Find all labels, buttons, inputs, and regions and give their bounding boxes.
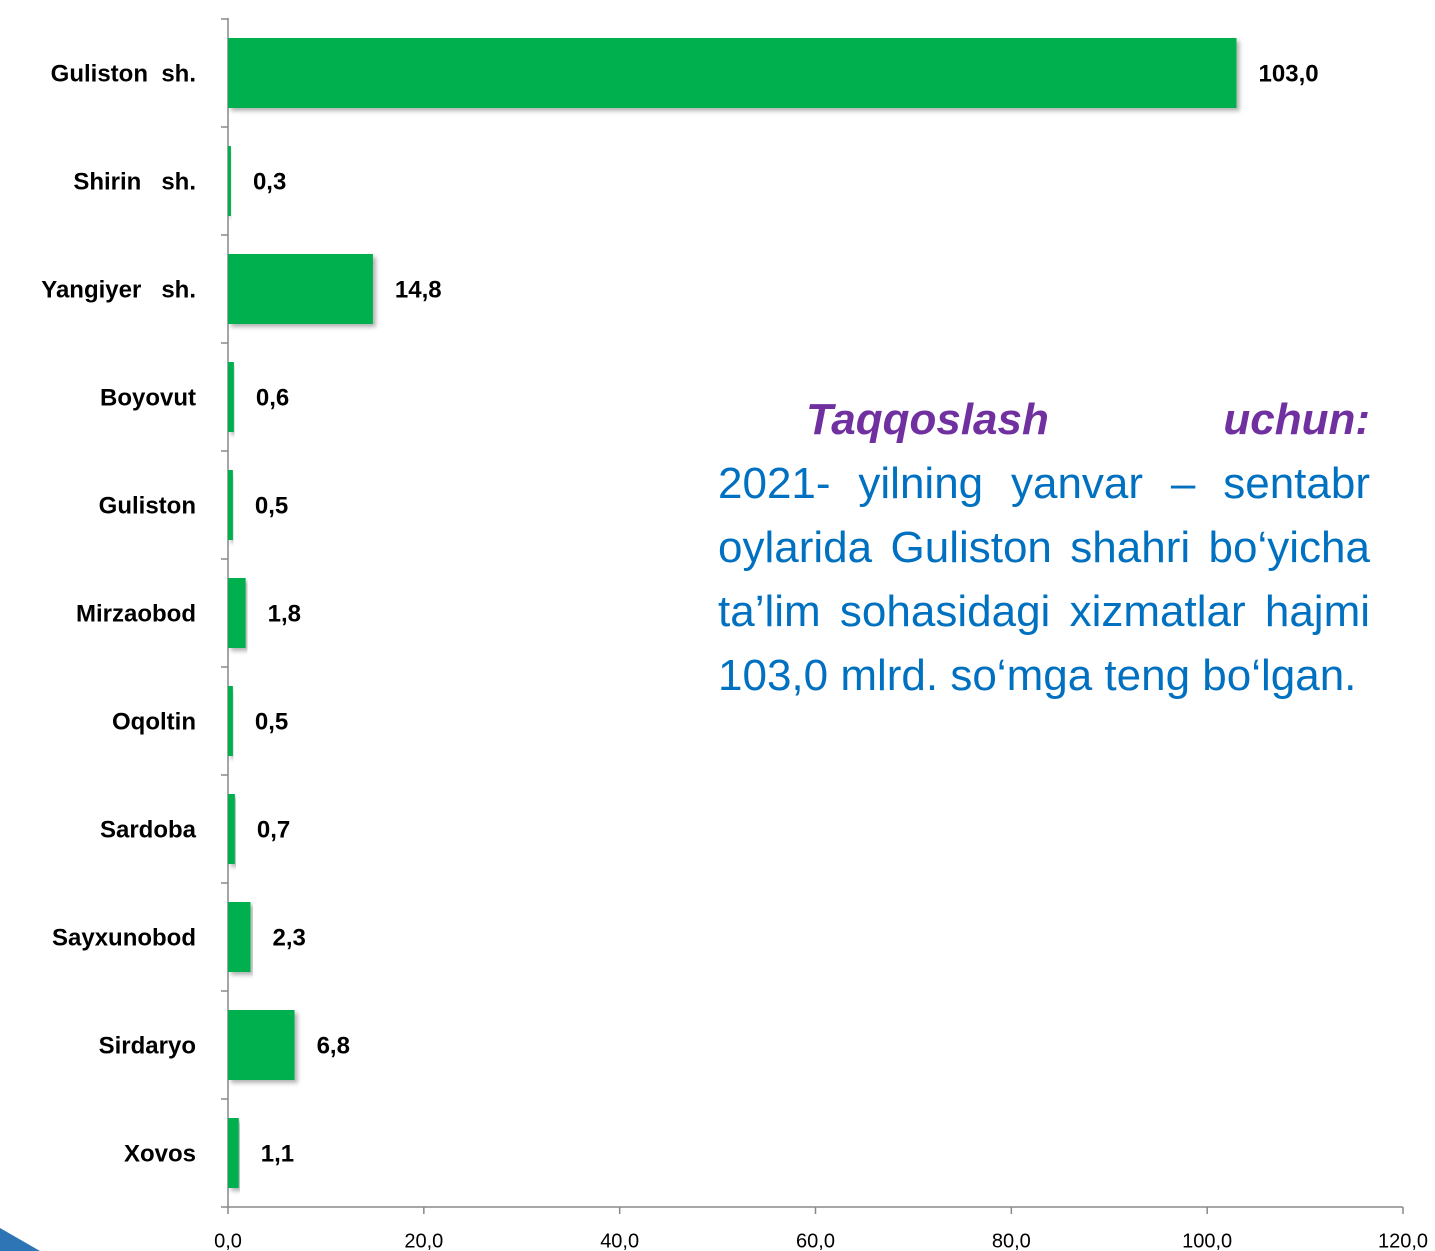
y-tick-label: Shirin sh. xyxy=(73,168,196,195)
annotation-title: Taqqoslash uchun: xyxy=(806,395,1370,444)
bar xyxy=(228,1010,295,1080)
annotation-text: 2021- yilning yanvar – sentabr oylarida … xyxy=(718,459,1370,700)
x-tick-label: 100,0 xyxy=(1182,1230,1232,1251)
bar xyxy=(228,38,1237,108)
x-tick-label: 20,0 xyxy=(404,1230,443,1251)
y-tick-label: Boyovut xyxy=(100,384,196,411)
bar xyxy=(228,578,246,648)
y-tick-label: Sayxunobod xyxy=(52,924,196,951)
bar xyxy=(228,1118,239,1188)
bar xyxy=(228,254,373,324)
value-label: 0,3 xyxy=(253,168,286,195)
value-label: 14,8 xyxy=(395,276,442,303)
bar xyxy=(228,362,234,432)
value-label: 1,1 xyxy=(261,1140,294,1167)
x-tick-label: 0,0 xyxy=(214,1230,242,1251)
value-label: 0,5 xyxy=(255,492,288,519)
bar xyxy=(228,146,231,216)
x-tick-label: 60,0 xyxy=(796,1230,835,1251)
bar xyxy=(228,470,233,540)
corner-decoration xyxy=(0,1228,40,1251)
value-label: 0,6 xyxy=(256,384,289,411)
x-tick-label: 40,0 xyxy=(600,1230,639,1251)
y-tick-label: Sardoba xyxy=(100,816,197,843)
bar xyxy=(228,686,233,756)
bar xyxy=(228,794,235,864)
y-tick-label: Oqoltin xyxy=(112,708,196,735)
value-label: 1,8 xyxy=(268,600,301,627)
value-label: 6,8 xyxy=(317,1032,350,1059)
annotation: Taqqoslash uchun: 2021- yilning yanvar – … xyxy=(718,388,1370,708)
x-tick-label: 80,0 xyxy=(992,1230,1031,1251)
x-tick-label: 120,0 xyxy=(1378,1230,1428,1251)
y-tick-label: Mirzaobod xyxy=(76,600,196,627)
y-tick-label: Sirdaryo xyxy=(99,1032,196,1059)
y-tick-label: Guliston sh. xyxy=(51,60,196,87)
value-label: 0,7 xyxy=(257,816,290,843)
y-tick-label: Guliston xyxy=(99,492,196,519)
bar xyxy=(228,902,251,972)
y-tick-label: Yangiyer sh. xyxy=(41,276,196,303)
y-tick-label: Xovos xyxy=(124,1140,196,1167)
value-label: 2,3 xyxy=(273,924,306,951)
value-label: 0,5 xyxy=(255,708,288,735)
value-label: 103,0 xyxy=(1259,60,1319,87)
